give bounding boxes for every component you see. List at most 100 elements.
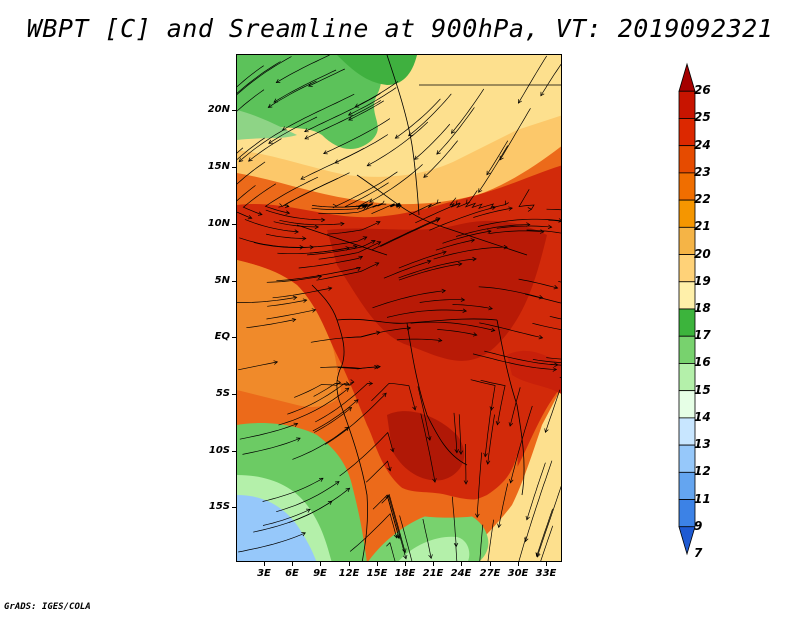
north-green-patch <box>337 55 417 85</box>
colorbar-label: 14 <box>694 409 711 424</box>
colorbar-label: 19 <box>694 273 711 288</box>
streamline-arrow <box>311 308 317 313</box>
streamline <box>540 63 561 96</box>
streamline <box>298 256 363 269</box>
streamline <box>349 513 398 552</box>
streamline-arrow <box>554 362 559 368</box>
colorbar-label: 13 <box>694 437 711 452</box>
streamline-arrow <box>344 426 350 432</box>
streamline-arrow <box>317 274 323 280</box>
streamline-arrow <box>348 116 353 121</box>
streamline-arrow <box>321 217 326 223</box>
streamline-arrow <box>390 447 395 453</box>
country-borders <box>296 55 561 561</box>
streamline-arrow <box>497 523 502 529</box>
lat-tick <box>232 224 237 225</box>
streamlines <box>237 55 561 561</box>
streamline <box>546 357 561 360</box>
streamline-arrow <box>491 205 497 211</box>
streamline-arrow <box>376 330 381 335</box>
streamline-arrow <box>382 392 387 398</box>
streamline-arrow <box>375 221 381 226</box>
streamline <box>385 493 406 553</box>
lon-tick-label: 12E <box>338 568 360 579</box>
streamline <box>546 208 561 211</box>
streamline <box>472 353 557 370</box>
lat-tick <box>232 167 237 168</box>
lon-tick-label: 9E <box>313 568 327 579</box>
streamline <box>334 134 389 164</box>
streamline <box>320 366 381 369</box>
streamline-arrow <box>487 229 492 234</box>
streamline <box>288 487 350 523</box>
streamline <box>273 221 319 228</box>
streamline <box>452 304 493 310</box>
streamline-arrow <box>499 155 504 161</box>
lat-tick <box>232 394 237 395</box>
streamline <box>487 414 495 465</box>
lon-tick-label: 30E <box>507 568 529 579</box>
streamline-arrow <box>302 236 307 241</box>
streamline <box>486 140 509 175</box>
streamline <box>372 290 446 309</box>
streamline <box>276 481 340 513</box>
streamline-arrow <box>394 134 400 139</box>
map-panel <box>236 54 562 562</box>
streamline <box>323 118 391 154</box>
streamline <box>308 68 345 87</box>
streamline-arrow <box>450 129 456 134</box>
colorbar-segment <box>678 499 696 528</box>
streamline-arrow <box>539 229 545 234</box>
colorbar-label: 15 <box>694 382 711 397</box>
streamline <box>282 93 355 131</box>
streamline <box>326 221 381 235</box>
streamline <box>549 315 561 320</box>
colorbar-label: 7 <box>694 546 703 560</box>
streamline <box>265 209 325 221</box>
streamline <box>314 407 352 433</box>
streamline-arrow <box>387 466 392 472</box>
lon-tick-label: 3E <box>257 568 271 579</box>
streamline <box>283 236 367 248</box>
streamline-arrow <box>509 478 514 484</box>
colorbar-label: 12 <box>694 464 711 479</box>
lon-tick <box>292 561 293 566</box>
streamline-arrow <box>495 420 501 426</box>
colorbar-segment <box>678 363 696 392</box>
colorbar-segment <box>678 526 696 556</box>
streamline <box>435 239 475 251</box>
streamline-arrow <box>428 554 433 560</box>
streamline <box>277 246 357 255</box>
streamline-arrow <box>478 188 483 193</box>
streamline <box>262 508 311 526</box>
lat-tick-label: 15S <box>208 501 230 512</box>
streamline <box>307 240 376 256</box>
streamline-arrow <box>381 200 387 205</box>
northwest-light-green <box>237 110 297 140</box>
streamline <box>536 485 561 558</box>
streamline <box>237 89 265 112</box>
streamline-arrow <box>368 381 374 386</box>
streamline-arrow <box>362 205 367 210</box>
streamline <box>386 542 396 561</box>
streamline-arrow <box>454 449 459 454</box>
streamline <box>473 207 513 218</box>
streamline-arrow <box>257 211 263 216</box>
colorbar-graphic <box>678 62 696 556</box>
streamline <box>478 286 543 299</box>
colorbar-segment <box>678 417 696 446</box>
streamline-arrow <box>538 295 544 300</box>
lon-tick-label: 18E <box>394 568 416 579</box>
streamline <box>453 412 458 453</box>
streamline-arrow <box>349 379 355 384</box>
streamline-arrow <box>552 367 558 372</box>
streamline <box>526 462 546 520</box>
west-orange-zone <box>237 260 342 407</box>
streamline-arrow <box>413 155 419 160</box>
streamline-arrow <box>490 327 496 332</box>
colorbar-label: 26 <box>694 83 711 98</box>
streamline <box>315 383 373 423</box>
streamline-arrow <box>356 267 361 272</box>
streamline-arrow <box>527 207 533 212</box>
streamline-arrow <box>366 162 372 167</box>
